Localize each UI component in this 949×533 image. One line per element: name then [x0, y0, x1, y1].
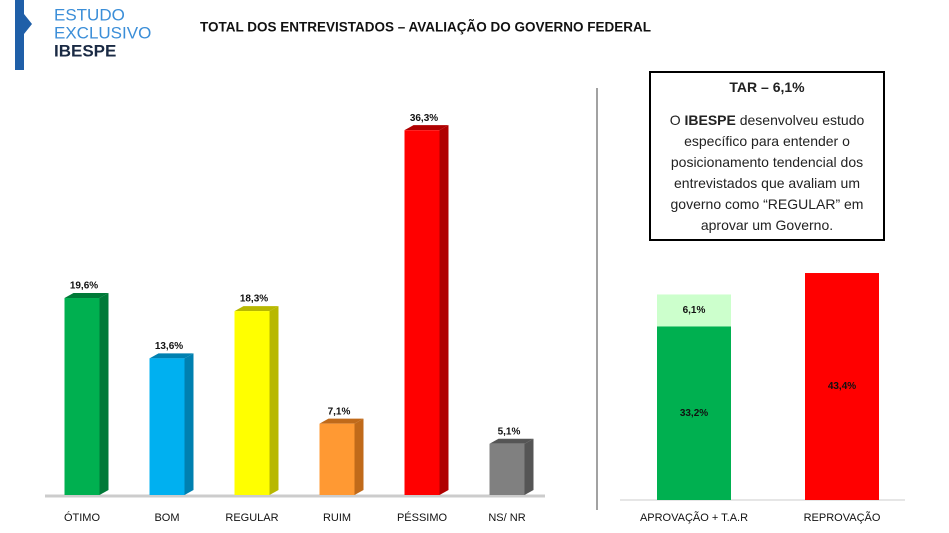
- brand-name: IBESPE: [54, 41, 116, 60]
- x-tick-label: REGULAR: [225, 512, 278, 524]
- brand-line: EXCLUSIVO: [54, 23, 151, 42]
- box-text-start: O: [669, 112, 681, 128]
- bar: [404, 130, 440, 495]
- bar-top: [489, 438, 534, 444]
- bar: [234, 311, 270, 495]
- bar-side: [354, 418, 364, 495]
- bar-side: [184, 353, 194, 495]
- bar-segment: [805, 273, 879, 500]
- bar-top: [64, 293, 109, 299]
- x-tick-label: NS/ NR: [488, 512, 525, 524]
- logo-bar: [15, 0, 32, 70]
- bar-side: [439, 125, 449, 495]
- box-text: O IBESPE desenvolveu estudo específico p…: [661, 110, 873, 236]
- box-title: TAR – 6,1%: [729, 79, 805, 95]
- x-tick-label: ÓTIMO: [64, 511, 100, 524]
- bar: [319, 423, 355, 495]
- value-label: 36,3%: [410, 113, 438, 124]
- value-label: 33,2%: [680, 408, 708, 419]
- x-tick-label: BOM: [154, 512, 179, 524]
- bar-segment: [657, 326, 731, 500]
- bar-top: [404, 125, 449, 131]
- bar-segment: [657, 294, 731, 327]
- bar: [149, 358, 185, 495]
- bar: [64, 298, 100, 495]
- slide-title: TOTAL DOS ENTREVISTADOS – AVALIAÇÃO DO G…: [200, 20, 651, 35]
- value-label: 43,4%: [828, 381, 856, 392]
- info-box: TAR – 6,1% O IBESPE desenvolveu estudo e…: [649, 71, 885, 241]
- bar-side: [269, 306, 279, 495]
- x-tick-label: APROVAÇÃO + T.A.R: [640, 511, 748, 524]
- box-text-end: desenvolveu estudo específico para enten…: [670, 112, 865, 233]
- x-tick-label: REPROVAÇÃO: [804, 511, 881, 524]
- x-tick-label: PÉSSIMO: [397, 511, 448, 524]
- value-label: 13,6%: [155, 341, 183, 352]
- bar-top: [234, 306, 279, 312]
- value-label: 18,3%: [240, 294, 268, 305]
- x-tick-label: RUIM: [323, 512, 351, 524]
- value-label: 7,1%: [328, 406, 351, 417]
- box-text-bold: IBESPE: [684, 112, 736, 128]
- brand-line: ESTUDO: [54, 5, 125, 24]
- bar-top: [149, 353, 194, 359]
- value-label: 5,1%: [498, 426, 521, 437]
- bar-side: [99, 293, 109, 495]
- bar-top: [319, 418, 364, 424]
- bar-side: [524, 438, 534, 495]
- bar: [489, 443, 525, 495]
- value-label: 6,1%: [683, 305, 706, 316]
- value-label: 19,6%: [70, 281, 98, 292]
